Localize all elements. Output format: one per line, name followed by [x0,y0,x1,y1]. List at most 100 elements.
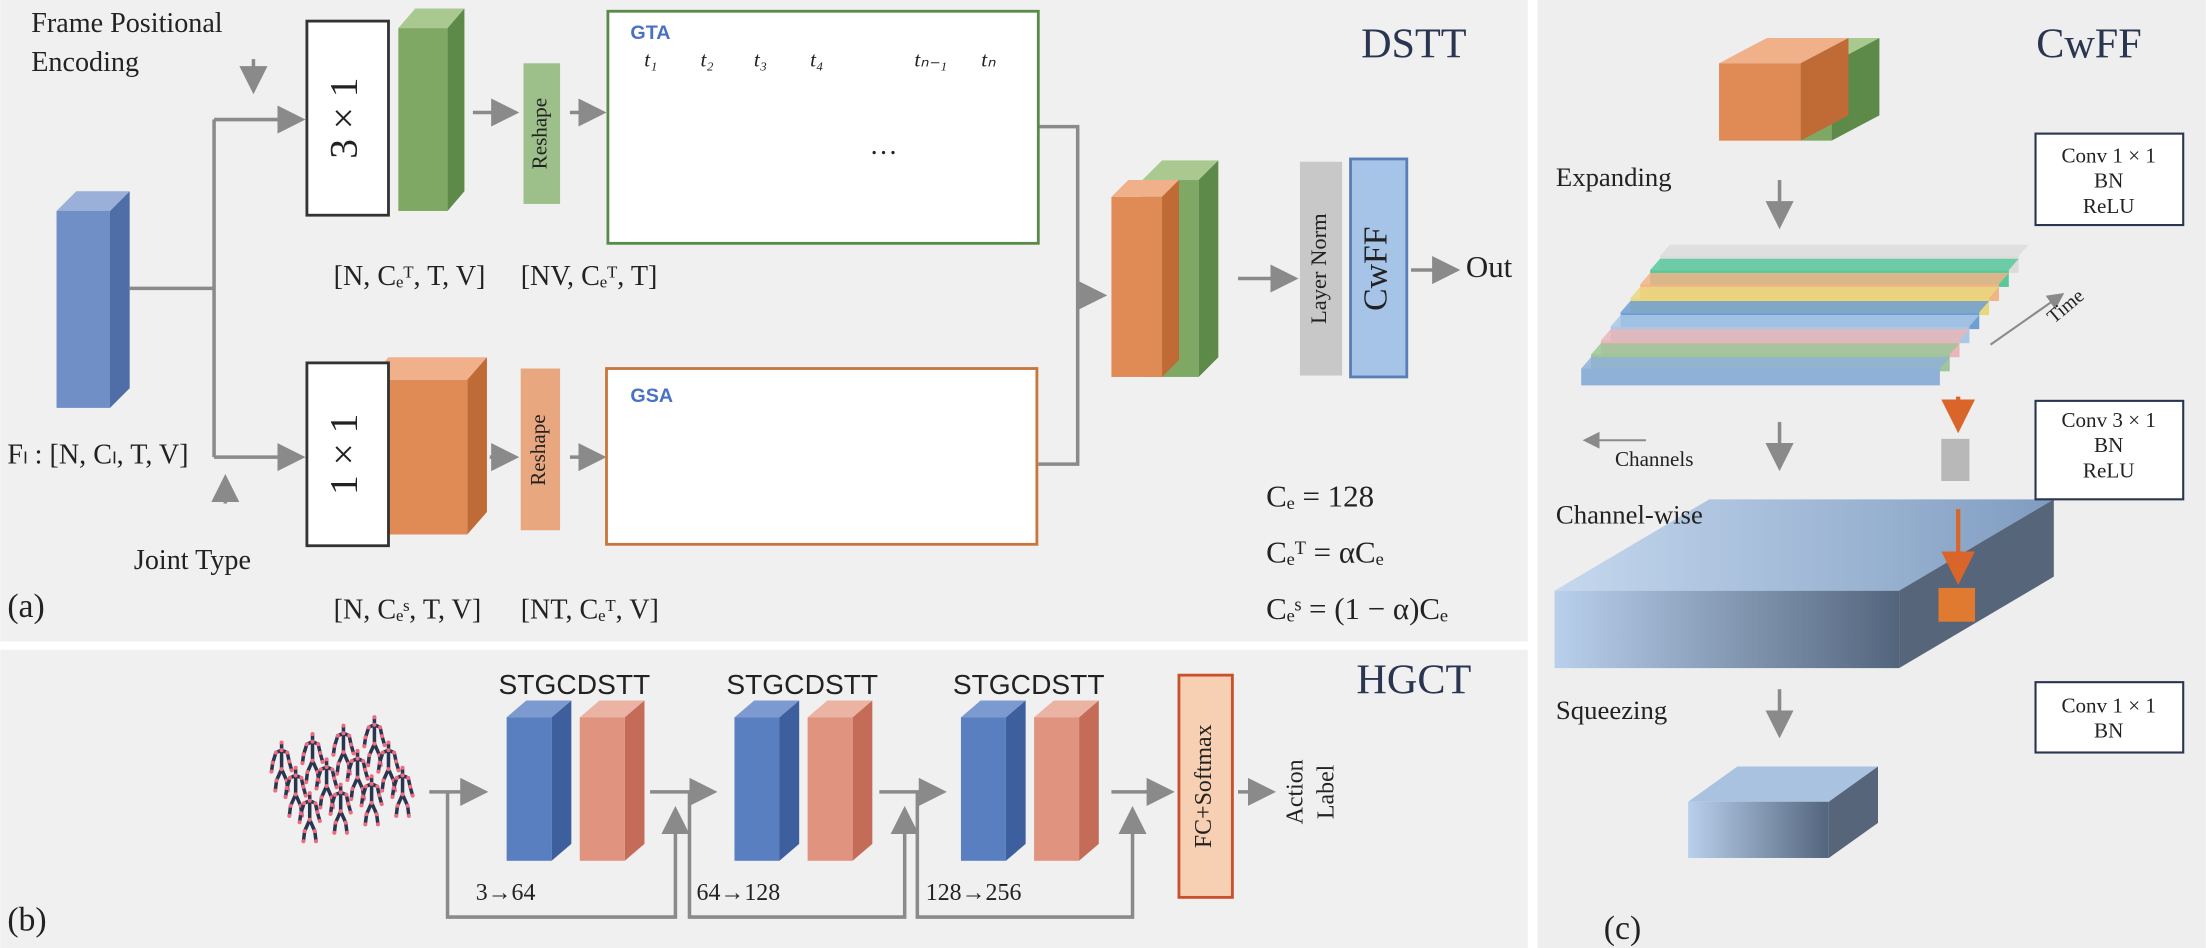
feature-stripe [1581,368,1940,386]
skeleton-joint [335,733,340,738]
block-front [1111,196,1163,377]
skeleton-joint [279,740,284,745]
output-label: Action [1283,759,1309,824]
block-front [1719,63,1801,141]
block-side [447,8,465,211]
op-label: BN [2094,433,2123,457]
boxes [2034,399,2185,501]
skeleton-joint [355,775,360,780]
skeleton-joint [332,792,337,797]
shape-label: [N, Cₑᵀ, T, V] [334,261,486,292]
feature-stripe [1650,258,2019,271]
skeleton-bone [386,768,396,782]
skeleton-joint [310,758,315,763]
skeleton-bone [310,759,320,773]
skeleton-bone [294,793,303,807]
skeleton-joint [331,752,336,757]
skeleton-joint [335,771,340,776]
boxes [520,368,561,531]
skeleton-joint [288,803,293,808]
stage-label: STGC [499,669,577,700]
skeleton-bone [339,810,348,824]
output-label: Label [1314,764,1340,819]
skeleton-joint [312,829,317,834]
skeleton-joint [310,732,315,737]
skeleton-joint [307,817,312,822]
step-label: Channel-wise [1556,500,1703,530]
skeleton-joint [400,792,405,797]
skeleton-joint [351,751,356,756]
block-side [1079,700,1099,861]
skeleton-joint [287,813,292,818]
op-label: ReLU [2083,194,2135,218]
op-label: BN [2094,169,2123,193]
skeleton-joint [338,782,343,787]
skeleton-joint [355,756,360,761]
skeleton-joint [349,797,354,802]
module-label: GTA [630,22,670,44]
reshape-label: Reshape [528,98,552,169]
block-front [506,717,552,861]
label: Encoding [31,47,139,78]
skeleton-bone [341,751,351,765]
skeleton-joint [366,725,371,730]
block-front [807,717,853,861]
boxes [523,63,561,204]
block-side [1162,180,1179,377]
skeleton-joint [408,784,413,789]
channel-label: 3→64 [476,880,536,906]
skeleton-joint [379,802,384,807]
skeleton-joint [359,803,364,808]
boxes [305,9,2185,899]
panel-label: (b) [7,901,46,938]
skeleton-joint [270,760,275,765]
skeleton-joint [410,793,415,798]
block-front [734,717,780,861]
block-top [734,700,800,718]
block-side [624,700,645,861]
skeleton-joint [332,830,337,835]
frame-label: tₙ [981,48,996,72]
stage-label: DSTT [1031,669,1104,700]
skeleton-joint [328,811,333,816]
shape-label: [NT, Cₑᵀ, V] [521,594,659,625]
classifier-label: FC+Softmax [1191,724,1217,848]
skeleton-joint [314,786,319,791]
panel-label: (c) [1604,910,1641,947]
block-side [852,700,873,861]
skeleton-joint [301,784,306,789]
skeleton-joint [362,744,367,749]
block-side [1828,766,1878,858]
reshape-label: Reshape [526,414,550,485]
boxes [606,9,1040,245]
skeleton-joint [297,820,302,825]
frame-label: t₁ [644,48,657,72]
block-top [1688,766,1878,802]
skeleton-joint [377,793,382,798]
step-label: Expanding [1556,162,1672,192]
equation: Cₑ = 128 [1266,478,1374,513]
skeleton-joint [329,802,334,807]
stage-label: DSTT [577,669,650,700]
stage-label: STGC [953,669,1031,700]
skeleton-joint [379,734,385,739]
block-top [807,700,873,718]
conv-label: 3 × 1 [322,78,366,159]
feature-stripe [1581,357,1950,369]
frame-label: t₂ [700,48,713,72]
axis-label: Channels [1615,447,1693,471]
skeleton-joint [320,759,325,764]
channel-label: 128→256 [926,880,1022,906]
skeleton-joint [374,812,379,817]
skeleton-joint [289,768,294,773]
skeleton-joint [301,839,306,844]
module-label: GSA [630,385,673,407]
feature-stripe [1630,286,1999,299]
skeleton-joint [301,801,307,806]
skeleton-joint [305,770,310,775]
shape-label: [N, Cₑˢ, T, V] [334,594,482,625]
op-label: Conv 1 × 1 [2061,143,2155,167]
skeleton-joint [316,742,321,747]
op-label: Conv 1 × 1 [2061,693,2155,717]
skeleton-joint [287,775,292,780]
